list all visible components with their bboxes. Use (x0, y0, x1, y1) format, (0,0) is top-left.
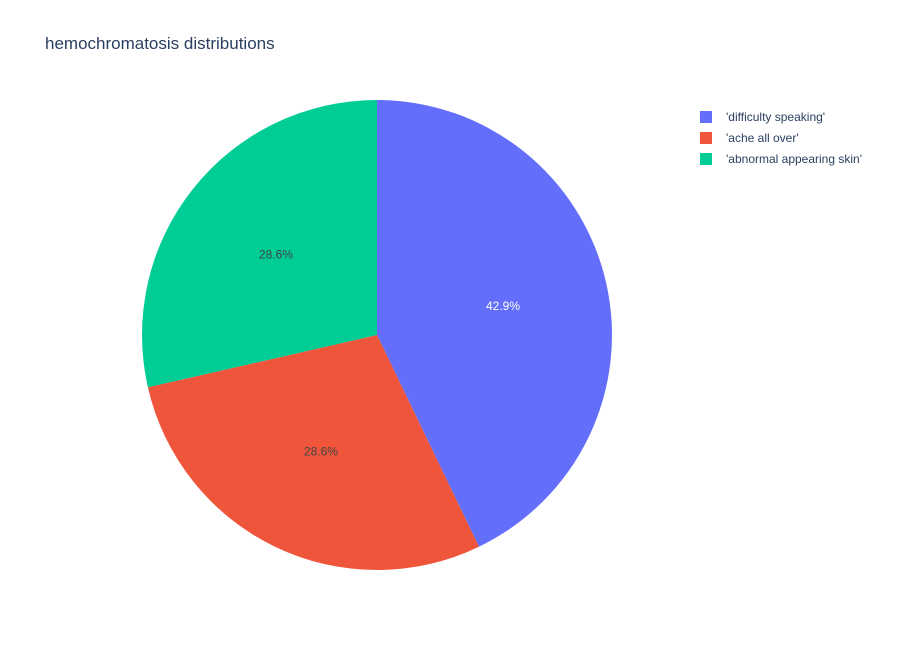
pie-slice[interactable] (147, 335, 479, 570)
legend: 'difficulty speaking' 'ache all over' 'a… (700, 106, 862, 169)
chart-title: hemochromatosis distributions (45, 34, 275, 53)
pie-slice[interactable] (377, 100, 612, 547)
legend-label: 'ache all over' (726, 130, 799, 145)
slice-value-label: 42.9% (486, 299, 520, 313)
legend-item-ache-all-over[interactable]: 'ache all over' (700, 127, 862, 148)
slice-value-label: 28.6% (304, 444, 338, 458)
legend-item-difficulty-speaking[interactable]: 'difficulty speaking' (700, 106, 862, 127)
legend-swatch (700, 152, 712, 165)
legend-label: 'abnormal appearing skin' (726, 151, 862, 166)
slice-value-label: 28.6% (259, 247, 293, 261)
legend-item-abnormal-appearing-skin[interactable]: 'abnormal appearing skin' (700, 148, 862, 169)
pie-slice[interactable] (142, 100, 377, 388)
legend-swatch (700, 131, 712, 144)
legend-label: 'difficulty speaking' (726, 109, 826, 124)
legend-swatch (700, 110, 712, 123)
